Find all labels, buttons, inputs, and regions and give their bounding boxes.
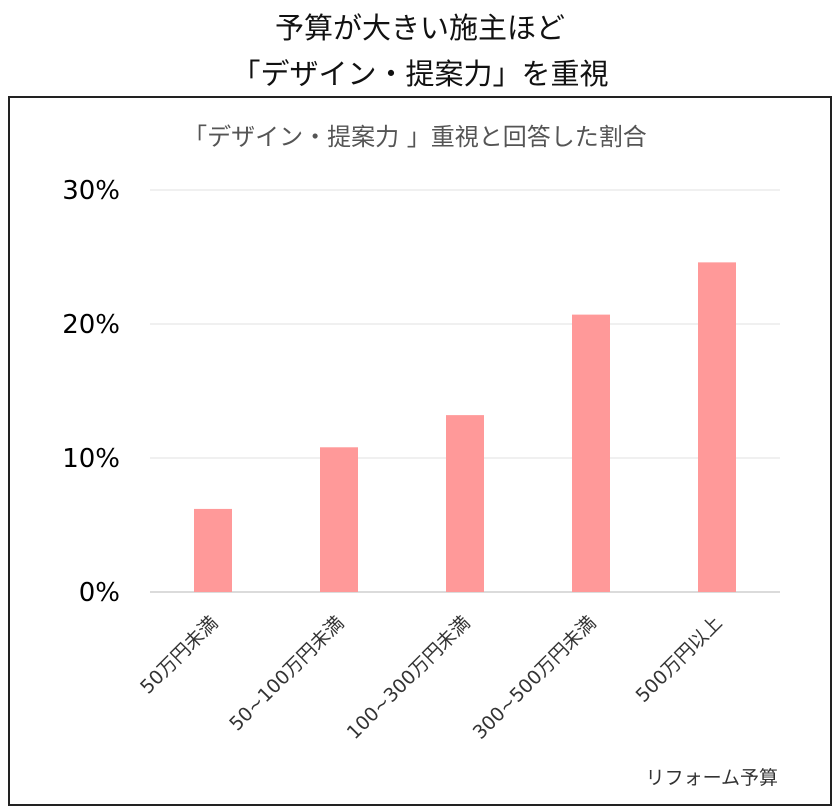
y-tick-label: 30% bbox=[62, 176, 120, 206]
y-axis-ticks: 0% 10% 20% 30% bbox=[62, 176, 120, 608]
bars bbox=[194, 262, 736, 592]
headline-line-1: 予算が大きい施主ほど bbox=[274, 11, 565, 45]
y-tick-label: 20% bbox=[62, 310, 120, 340]
bar bbox=[446, 415, 484, 592]
chart-frame: 「デザイン・提案力 」重視と回答した割合 0% 10% 20% 30% 50万円未満 5… bbox=[8, 96, 832, 806]
x-category-label: 100~300万円未満 bbox=[343, 612, 475, 744]
x-category-label: 500万円以上 bbox=[632, 612, 727, 707]
y-tick-label: 10% bbox=[62, 444, 120, 474]
x-axis-label: リフォーム予算 bbox=[646, 767, 778, 789]
y-tick-label: 0% bbox=[79, 578, 120, 608]
x-category-label: 50~100万円未満 bbox=[225, 612, 348, 735]
chart-title: 「デザイン・提案力 」重視と回答した割合 bbox=[183, 123, 647, 151]
bar bbox=[572, 314, 610, 592]
bar bbox=[194, 508, 232, 592]
headline-line-2: 「デザイン・提案力」を重視 bbox=[231, 57, 609, 91]
x-category-label: 50万円未満 bbox=[136, 612, 222, 698]
bar bbox=[698, 262, 736, 592]
x-category-label: 300~500万円未満 bbox=[469, 612, 601, 744]
bar-chart: 「デザイン・提案力 」重視と回答した割合 0%10%20%30% 50万円未満 5… bbox=[62, 123, 780, 789]
bar bbox=[320, 447, 358, 592]
